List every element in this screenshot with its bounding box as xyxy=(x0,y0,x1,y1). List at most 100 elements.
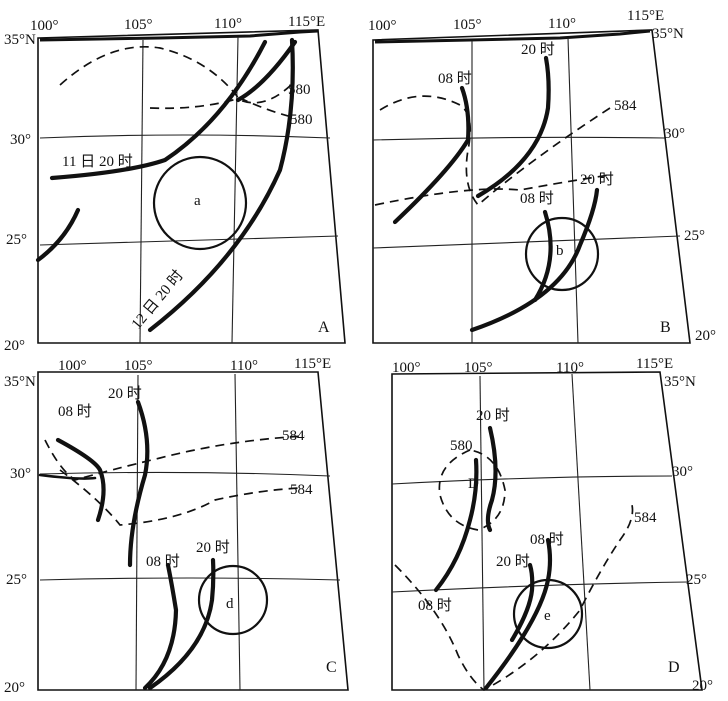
panel-c-circle xyxy=(197,564,269,636)
panel-b-lon-100: 100° xyxy=(368,18,397,34)
panel-b-contour-584-upper xyxy=(379,95,611,207)
panel-b-front-20-upper xyxy=(475,55,551,199)
panel-a-lat-20: 20° xyxy=(4,338,25,354)
panel-a-parallel-25 xyxy=(39,235,339,246)
panel-a-parallel-30 xyxy=(39,134,331,139)
panel-c-front-08-upper xyxy=(55,437,106,523)
panel-d-circle-label: e xyxy=(544,608,551,624)
panel-a-circle xyxy=(152,155,248,251)
panel-a-lat-30: 30° xyxy=(10,132,31,148)
panel-c-meridian-110 xyxy=(234,373,241,691)
panel-b xyxy=(372,29,691,344)
panel-c-lon-100: 100° xyxy=(58,358,87,374)
panel-c-contour-584-lower xyxy=(59,469,301,526)
panel-c-front-20-lower xyxy=(147,557,216,691)
panel-c xyxy=(37,371,349,691)
panel-c-meridian-105 xyxy=(135,374,139,691)
panel-d-front-20-upper xyxy=(485,425,498,533)
panel-c-lon-110: 110° xyxy=(230,358,258,374)
panel-b-lon-115: 115°E xyxy=(627,8,664,24)
panel-c-time-08-upper: 08 时 xyxy=(58,403,92,420)
panel-b-letter: B xyxy=(660,319,671,336)
panel-d-time-20-upper: 20 时 xyxy=(476,407,510,424)
panel-a-lat-35: 35°N xyxy=(4,32,36,48)
panel-a-lon-115: 115°E xyxy=(288,14,325,30)
panel-c-time-20-lower: 20 时 xyxy=(196,539,230,556)
panel-b-parallel-30 xyxy=(372,136,666,141)
panel-c-lat-30: 30° xyxy=(10,466,31,482)
panel-b-lat-35: 35°N xyxy=(652,26,684,42)
panel-a-front-left xyxy=(35,207,81,263)
panel-c-front-20-upper xyxy=(127,399,150,568)
panel-d-lon-105: 105° xyxy=(464,360,493,376)
panel-d-front-08-upper xyxy=(433,457,479,593)
panel-d-front-08-lower xyxy=(483,537,553,691)
panel-a-lon-105: 105° xyxy=(124,17,153,33)
panel-c-border xyxy=(37,371,349,691)
panel-a-circle-label: a xyxy=(194,193,201,209)
panel-b-lon-105: 105° xyxy=(453,17,482,33)
panel-d-lon-110: 110° xyxy=(556,360,584,376)
panel-a-lat-25: 25° xyxy=(6,232,27,248)
panel-a-meridian-110 xyxy=(231,36,239,344)
panel-b-contour-584-lower xyxy=(374,174,611,206)
panel-c-front-08-lower xyxy=(142,562,179,691)
panel-d-time-20-lower: 20 时 xyxy=(496,553,530,570)
panel-a-front-11th xyxy=(49,39,268,181)
panel-b-time-08-upper: 08 时 xyxy=(438,70,472,87)
panel-c-contour-584-upper xyxy=(44,435,306,481)
panel-d-lat-30: 30° xyxy=(672,464,693,480)
panel-d-contour-580 xyxy=(438,449,506,531)
panel-c-parallel-30 xyxy=(39,471,331,477)
panel-b-lat-25: 25° xyxy=(684,228,705,244)
panel-a-letter: A xyxy=(318,319,330,336)
panel-b-time-20-lower: 20 时 xyxy=(580,171,614,188)
panel-a-front-12th xyxy=(147,37,295,333)
panel-a-front-upper xyxy=(235,39,298,103)
panel-b-lat-20: 20° xyxy=(695,328,716,344)
panel-c-parallel-25 xyxy=(39,577,341,581)
panel-a-border xyxy=(37,29,346,344)
panel-b-time-08-lower: 08 时 xyxy=(520,190,554,207)
panel-d-contour-label-580: 580 xyxy=(450,438,473,454)
panel-a-coastline xyxy=(39,29,319,42)
panel-d-letter: D xyxy=(668,659,680,676)
panel-c-time-20-upper: 20 时 xyxy=(108,385,142,402)
panel-a-lon-100: 100° xyxy=(30,18,59,34)
panel-b-meridian-110 xyxy=(567,37,579,344)
panel-b-contour-label: 584 xyxy=(614,98,637,114)
panel-d-time-08-lower: 08 时 xyxy=(530,531,564,548)
panel-b-coastline xyxy=(374,29,651,44)
panel-c-front-thin xyxy=(38,473,97,480)
panel-d-lat-20: 20° xyxy=(692,678,713,694)
panel-d-time-08-upper: 08 时 xyxy=(418,597,452,614)
panel-a-contour-label-1: 580 xyxy=(288,82,311,98)
panel-c-contour-label-1: 584 xyxy=(282,428,305,444)
panel-a-front-label-11: 11 日 20 时 xyxy=(62,153,133,170)
panel-d-meridian-110 xyxy=(571,373,591,691)
panel-b-lat-30: 30° xyxy=(664,126,685,142)
panel-d-lat-25: 25° xyxy=(686,572,707,588)
panel-a-lon-110: 110° xyxy=(214,16,242,32)
panel-c-lon-115: 115°E xyxy=(294,356,331,372)
panel-d-lon-100: 100° xyxy=(392,360,421,376)
panel-b-circle xyxy=(524,216,600,292)
panel-a-contour-label-2: 580 xyxy=(290,112,313,128)
panel-a xyxy=(35,29,346,344)
panel-b-front-20-lower xyxy=(469,187,600,333)
panel-c-circle-label: d xyxy=(226,596,234,612)
panel-d-circle xyxy=(512,578,584,650)
panel-b-border xyxy=(372,29,691,344)
panel-c-time-08-lower: 08 时 xyxy=(146,553,180,570)
panel-a-meridian-105 xyxy=(139,39,144,344)
panel-b-front-08-upper xyxy=(392,85,471,225)
panel-d-contour-label-584: 584 xyxy=(634,510,657,526)
panel-d-lon-115: 115°E xyxy=(636,356,673,372)
panel-b-time-20-upper: 20 时 xyxy=(521,41,555,58)
panel-c-lat-25: 25° xyxy=(6,572,27,588)
panel-d-parallel-30 xyxy=(391,475,673,485)
panel-b-circle-label: b xyxy=(556,243,564,259)
panel-d-lat-35: 35°N xyxy=(664,374,696,390)
